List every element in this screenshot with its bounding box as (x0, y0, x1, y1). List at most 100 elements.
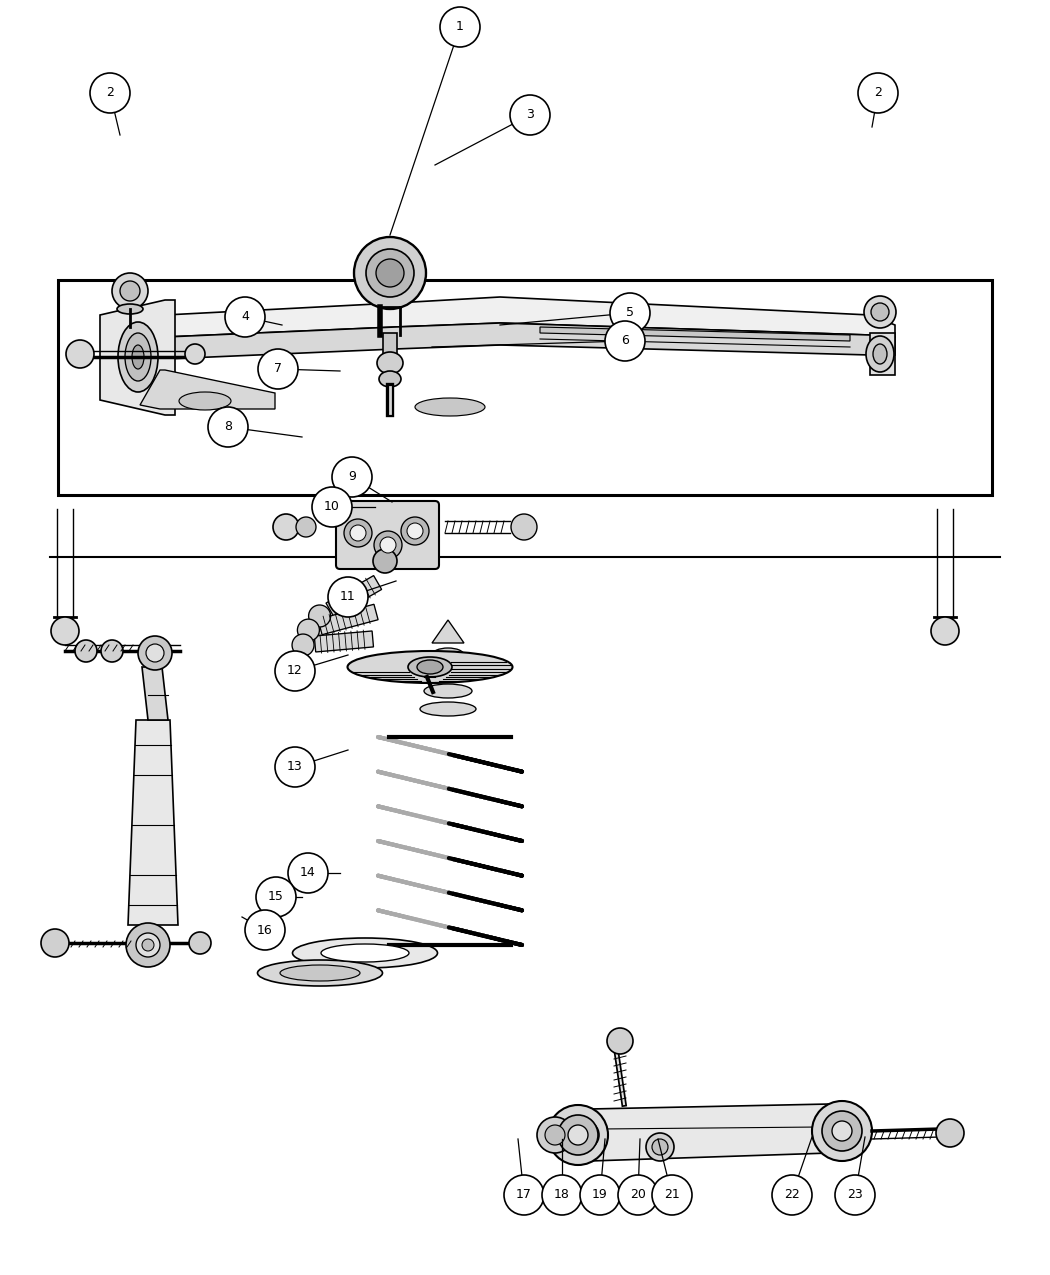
Circle shape (146, 644, 164, 662)
Text: 12: 12 (287, 664, 302, 677)
Ellipse shape (415, 398, 485, 416)
Polygon shape (135, 297, 895, 353)
Circle shape (41, 929, 69, 958)
Circle shape (568, 1125, 588, 1145)
Ellipse shape (866, 337, 894, 372)
Circle shape (75, 640, 97, 662)
Circle shape (245, 910, 285, 950)
Polygon shape (540, 326, 851, 340)
Text: 1: 1 (456, 20, 464, 33)
Circle shape (185, 344, 205, 363)
Polygon shape (432, 620, 464, 643)
Polygon shape (590, 1104, 830, 1162)
Text: 17: 17 (516, 1188, 532, 1201)
Circle shape (401, 516, 429, 544)
Circle shape (332, 456, 372, 497)
Ellipse shape (432, 648, 464, 662)
Text: 2: 2 (874, 87, 882, 99)
Polygon shape (135, 323, 895, 370)
Circle shape (292, 634, 314, 657)
Circle shape (407, 523, 423, 539)
Circle shape (136, 933, 160, 958)
Circle shape (376, 259, 404, 287)
Circle shape (772, 1176, 812, 1215)
Circle shape (189, 932, 211, 954)
Circle shape (256, 877, 296, 917)
Circle shape (936, 1119, 964, 1148)
Circle shape (328, 578, 368, 617)
Circle shape (275, 652, 315, 691)
Ellipse shape (118, 323, 158, 391)
Polygon shape (314, 631, 374, 652)
Circle shape (545, 1125, 565, 1145)
Text: 13: 13 (287, 760, 302, 774)
Text: 7: 7 (274, 362, 282, 376)
Ellipse shape (873, 344, 887, 363)
Ellipse shape (348, 652, 512, 683)
Ellipse shape (377, 352, 403, 374)
Circle shape (208, 407, 248, 448)
Text: 10: 10 (324, 501, 340, 514)
Circle shape (354, 237, 426, 309)
Ellipse shape (420, 703, 476, 717)
Text: 11: 11 (340, 590, 356, 603)
Circle shape (101, 640, 123, 662)
Circle shape (142, 938, 154, 951)
Circle shape (858, 73, 898, 113)
Circle shape (618, 1176, 658, 1215)
Text: 18: 18 (554, 1188, 570, 1201)
Circle shape (610, 293, 650, 333)
Ellipse shape (379, 371, 401, 388)
Circle shape (607, 1028, 633, 1054)
Circle shape (835, 1176, 875, 1215)
Ellipse shape (424, 683, 472, 697)
Circle shape (366, 249, 414, 297)
Circle shape (504, 1176, 544, 1215)
Bar (383, 333, 397, 354)
Circle shape (344, 519, 372, 547)
Text: 15: 15 (268, 890, 284, 904)
Circle shape (120, 280, 140, 301)
Circle shape (273, 514, 299, 541)
FancyBboxPatch shape (336, 501, 439, 569)
Ellipse shape (117, 303, 143, 314)
Circle shape (296, 516, 316, 537)
Circle shape (112, 273, 148, 309)
Text: 4: 4 (242, 311, 249, 324)
Circle shape (225, 297, 265, 337)
Text: 21: 21 (664, 1188, 680, 1201)
Circle shape (571, 1121, 598, 1149)
Ellipse shape (428, 666, 468, 680)
Ellipse shape (178, 391, 231, 411)
Circle shape (872, 303, 889, 321)
Polygon shape (140, 370, 275, 409)
Circle shape (864, 296, 896, 328)
Circle shape (511, 514, 537, 541)
Ellipse shape (293, 938, 438, 968)
Circle shape (510, 96, 550, 135)
Text: 6: 6 (621, 334, 629, 348)
Ellipse shape (408, 657, 452, 677)
Circle shape (605, 321, 645, 361)
Polygon shape (870, 333, 895, 375)
Ellipse shape (280, 965, 360, 980)
Circle shape (440, 6, 480, 47)
Circle shape (580, 1176, 620, 1215)
Circle shape (275, 747, 315, 787)
Circle shape (374, 530, 402, 558)
Circle shape (126, 923, 170, 966)
Text: 14: 14 (300, 867, 316, 880)
Polygon shape (100, 300, 175, 414)
Polygon shape (142, 667, 168, 720)
Circle shape (558, 1116, 598, 1155)
Text: 5: 5 (626, 306, 634, 320)
Text: 22: 22 (784, 1188, 800, 1201)
Ellipse shape (321, 944, 410, 963)
Circle shape (288, 853, 328, 892)
Circle shape (373, 550, 397, 572)
Ellipse shape (417, 660, 443, 674)
Circle shape (380, 537, 396, 553)
Circle shape (297, 620, 319, 641)
Circle shape (822, 1111, 862, 1151)
Circle shape (931, 617, 959, 645)
